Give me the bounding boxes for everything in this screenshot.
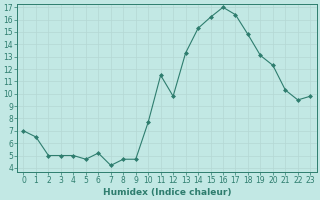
X-axis label: Humidex (Indice chaleur): Humidex (Indice chaleur) <box>103 188 231 197</box>
